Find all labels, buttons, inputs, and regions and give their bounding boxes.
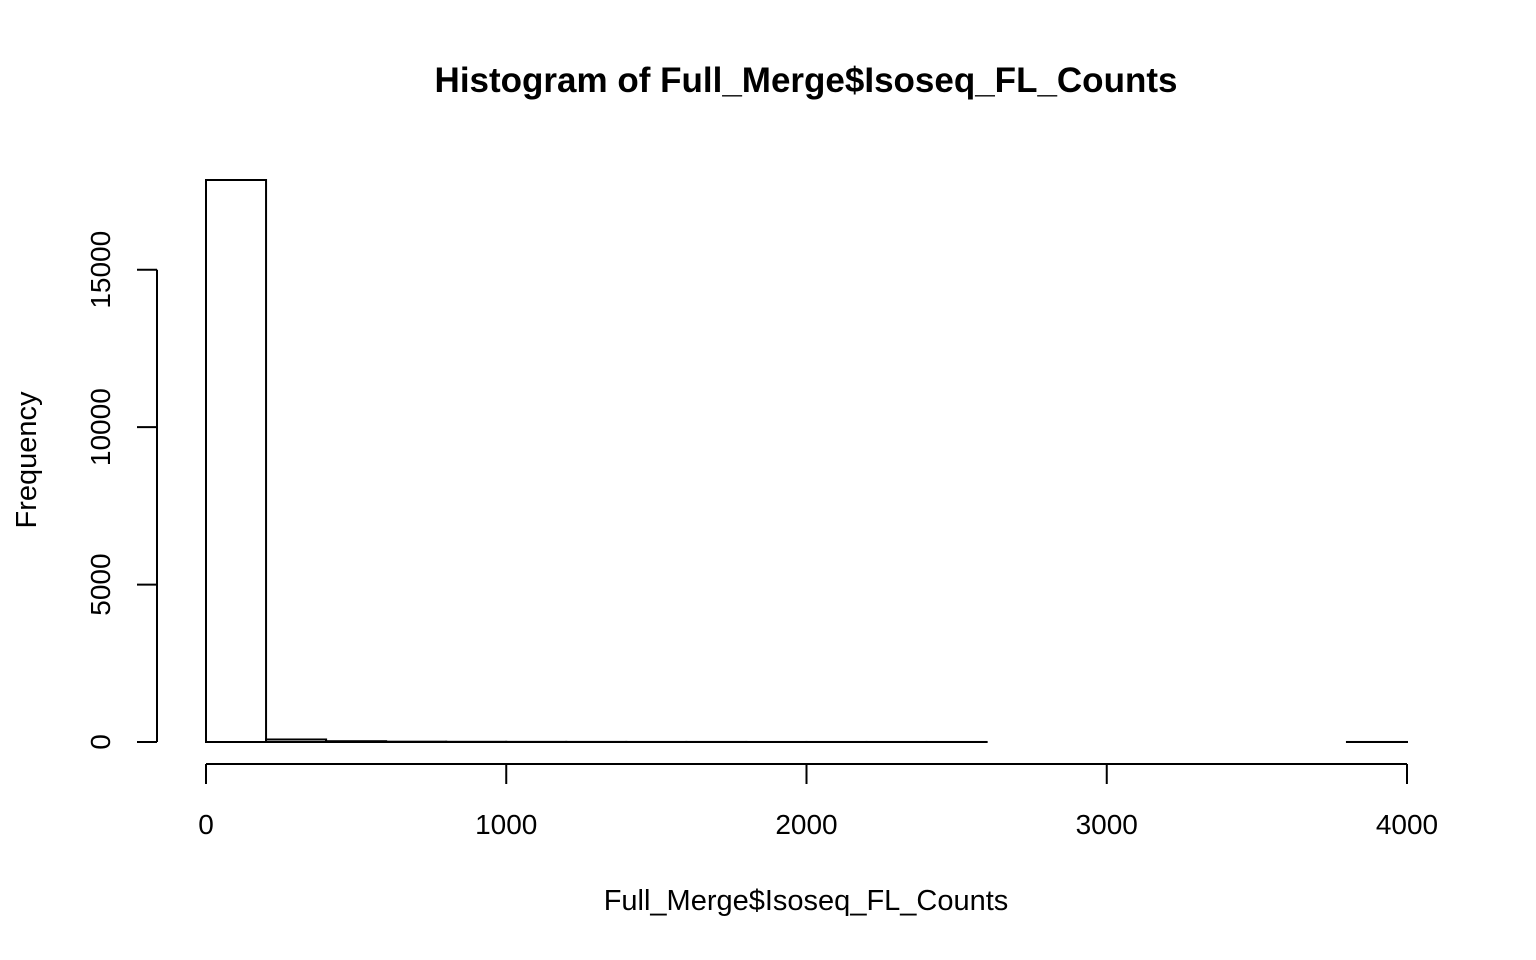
y-tick-label-3: 15000 bbox=[85, 231, 116, 309]
chart-title: Histogram of Full_Merge$Isoseq_FL_Counts bbox=[435, 61, 1178, 100]
x-tick-label-1: 1000 bbox=[475, 809, 537, 840]
y-axis: 0 5000 10000 15000 bbox=[85, 231, 158, 750]
bars-group bbox=[205, 179, 1408, 744]
x-axis-title: Full_Merge$Isoseq_FL_Counts bbox=[604, 885, 1009, 917]
y-axis-title: Frequency bbox=[11, 391, 43, 529]
y-tick-label-2: 10000 bbox=[85, 388, 116, 466]
histogram-bar-1 bbox=[265, 738, 328, 744]
x-tick-label-3: 3000 bbox=[1076, 809, 1138, 840]
x-tick-label-2: 2000 bbox=[775, 809, 837, 840]
x-tick-label-0: 0 bbox=[198, 809, 214, 840]
y-tick-label-1: 5000 bbox=[85, 553, 116, 615]
x-tick-label-4: 4000 bbox=[1376, 809, 1438, 840]
histogram-bar-2 bbox=[325, 740, 388, 744]
histogram-bar-0 bbox=[205, 179, 268, 743]
x-axis: 0 1000 2000 3000 4000 bbox=[198, 763, 1438, 840]
y-tick-label-0: 0 bbox=[85, 734, 116, 750]
